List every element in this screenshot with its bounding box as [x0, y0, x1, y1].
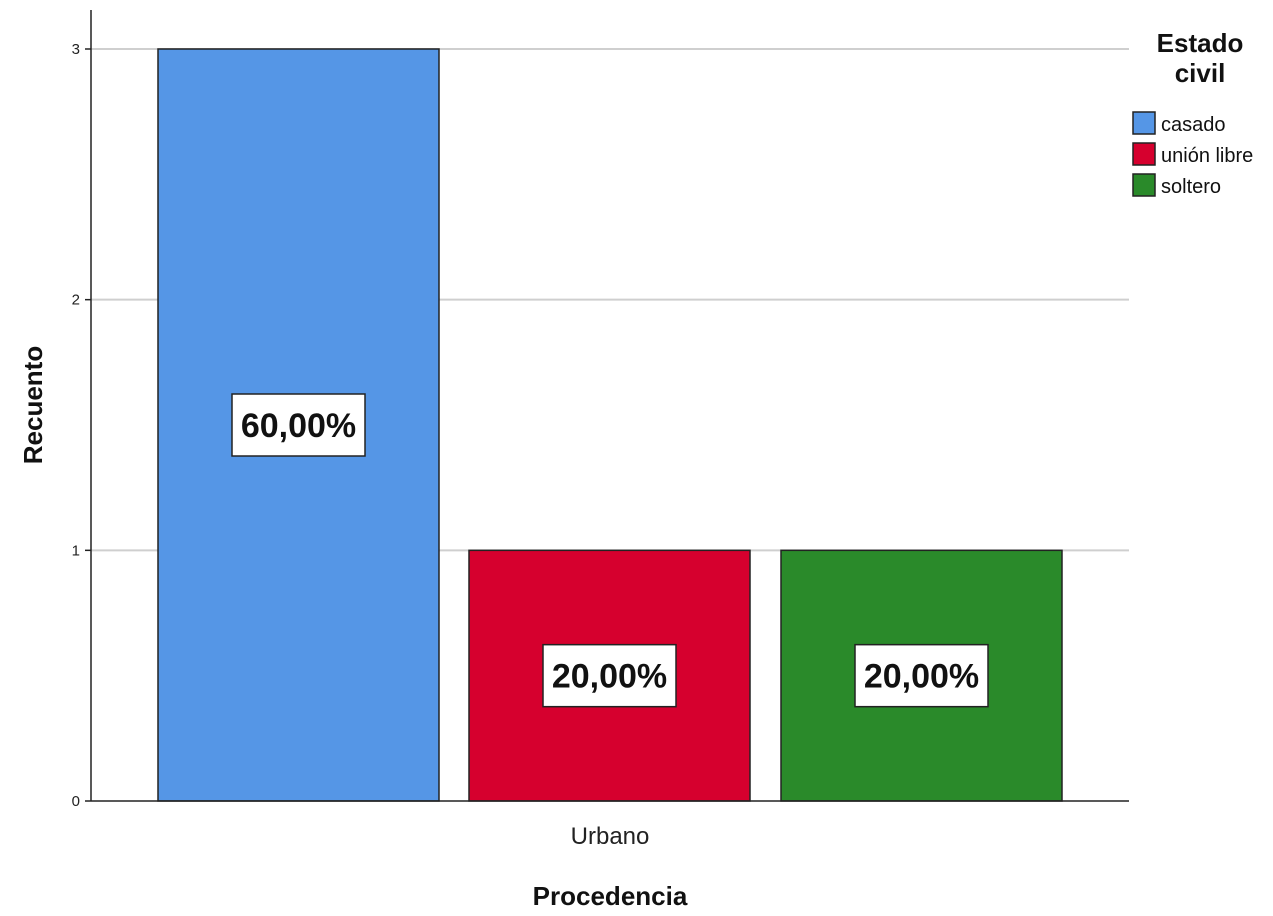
legend-swatch-unión-libre: [1132, 142, 1156, 166]
y-axis-title: Recuento: [18, 346, 48, 464]
x-category-label: Urbano: [571, 823, 650, 850]
y-tick-label: 1: [72, 542, 80, 559]
x-axis-title: Procedencia: [533, 881, 688, 911]
data-label-box: [542, 643, 677, 708]
legend: Estado civil casado unión libre soltero: [1132, 28, 1253, 198]
legend-label: unión libre: [1161, 145, 1253, 167]
legend-label: casado: [1161, 114, 1226, 136]
data-label: 20,00%: [864, 658, 979, 696]
legend-label: soltero: [1161, 176, 1221, 198]
data-labels: 60,00% 20,00% 20,00%: [231, 393, 989, 708]
y-tick-label: 3: [72, 41, 80, 58]
legend-title-line2: civil: [1175, 58, 1226, 88]
data-label: 20,00%: [552, 658, 667, 696]
y-tick-labels: 0 1 2 3: [72, 41, 80, 810]
y-tick-label: 0: [72, 793, 80, 810]
axes: [85, 10, 1129, 802]
legend-swatch-soltero: [1132, 173, 1156, 197]
legend-swatch-casado: [1132, 111, 1156, 135]
data-label-box: [231, 393, 366, 457]
data-label: 60,00%: [241, 407, 356, 445]
legend-items: casado unión libre soltero: [1132, 111, 1253, 198]
data-label-box: [854, 643, 989, 708]
y-tick-label: 2: [72, 292, 80, 309]
legend-title-line1: Estado: [1157, 28, 1244, 58]
